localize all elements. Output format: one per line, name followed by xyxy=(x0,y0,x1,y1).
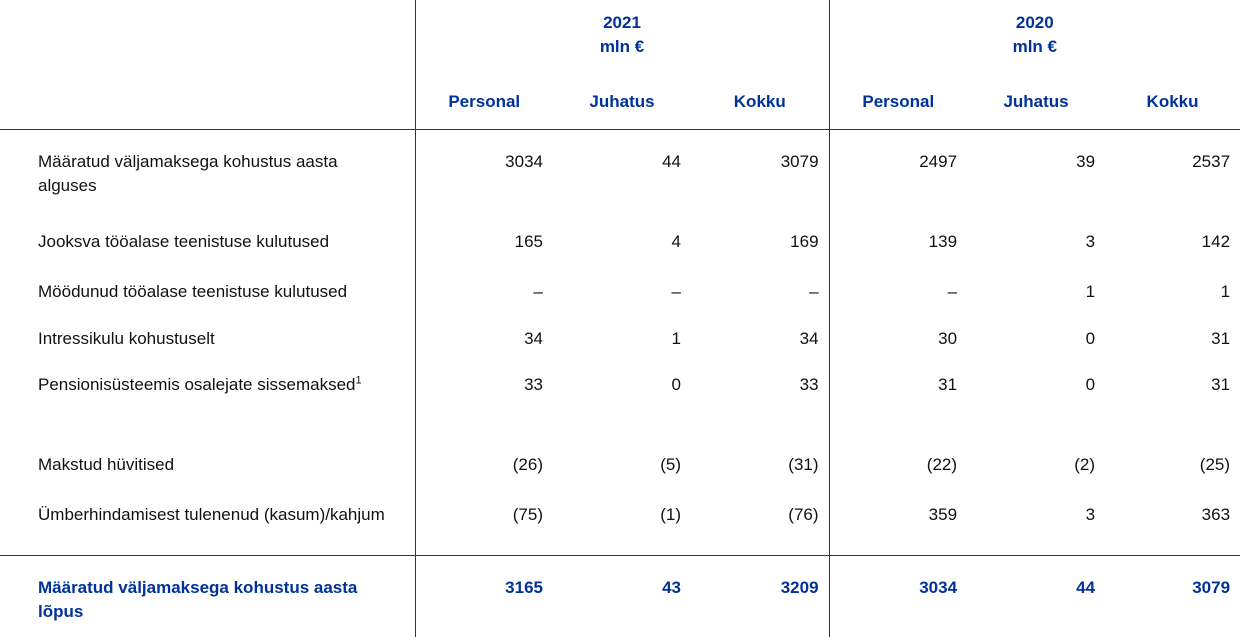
unit: mln € xyxy=(599,37,645,56)
value-cell: 0 xyxy=(671,375,681,394)
value-cell: 44 xyxy=(967,555,1106,637)
label-text: Makstud hüvitised xyxy=(38,455,175,474)
value-cell: (2) xyxy=(1074,455,1096,474)
label-text: Määratud väljamaksega kohustus aasta alg… xyxy=(38,152,338,195)
value-cell: – xyxy=(671,282,681,301)
column-header: Personal xyxy=(828,70,968,130)
column-header: Kokku xyxy=(1105,70,1240,130)
row-label: Jooksva tööalase teenistuse kulutused xyxy=(0,210,415,260)
value-cell: 43 xyxy=(553,555,691,637)
value-cell: 31 xyxy=(828,353,968,433)
year: 2020 xyxy=(1015,13,1054,32)
label-text: Määratud väljamaksega kohustus aasta lõp… xyxy=(38,578,358,621)
year-header: 2020 mln € xyxy=(828,0,1240,70)
table-row: Ümberhindamisest tulenenud (kasum)/kahju… xyxy=(0,483,1240,556)
row-label: Ümberhindamisest tulenenud (kasum)/kahju… xyxy=(0,483,415,556)
row-label: Määratud väljamaksega kohustus aasta lõp… xyxy=(0,555,415,637)
value-cell: 3034 xyxy=(828,555,968,637)
value-cell: 3034 xyxy=(414,129,553,210)
footnote-marker: 1 xyxy=(355,374,362,387)
value-cell: 169 xyxy=(790,232,819,251)
table-row: Määratud väljamaksega kohustus aasta lõp… xyxy=(0,555,1240,637)
value-cell: 3079 xyxy=(780,152,819,171)
year-header: 2021 mln € xyxy=(414,0,830,70)
corner-cell xyxy=(0,70,415,130)
row-label: Määratud väljamaksega kohustus aasta alg… xyxy=(0,130,415,211)
value-cell: (1) xyxy=(660,505,681,524)
value-cell: 1 xyxy=(1220,282,1231,301)
label-text: Pensionisüsteemis osalejate sissemaksed xyxy=(38,375,356,394)
value-cell: 0 xyxy=(1085,329,1096,348)
label-text: Möödunud tööalase teenistuse kulutused xyxy=(38,282,348,301)
row-label: Möödunud tööalase teenistuse kulutused xyxy=(0,260,415,307)
value-cell: 3079 xyxy=(1105,555,1240,637)
column-header: Juhatus xyxy=(967,70,1106,130)
value-cell: 359 xyxy=(828,483,968,556)
corner-cell xyxy=(0,0,415,70)
value-cell: 4 xyxy=(671,232,681,251)
column-header: Personal xyxy=(414,70,553,130)
table-row: Määratud väljamaksega kohustus aasta alg… xyxy=(0,129,1240,211)
value-cell: 165 xyxy=(414,210,553,260)
value-cell: (76) xyxy=(788,505,819,524)
value-cell: (25) xyxy=(1199,455,1231,474)
value-cell: 139 xyxy=(828,210,968,260)
value-cell: – xyxy=(809,282,819,301)
label-text: Intressikulu kohustuselt xyxy=(38,329,215,348)
value-cell: 0 xyxy=(1085,375,1096,394)
value-cell: 33 xyxy=(799,375,819,394)
value-cell: 39 xyxy=(1076,152,1096,171)
value-cell: 142 xyxy=(1201,232,1231,251)
value-cell: (22) xyxy=(828,433,968,483)
unit: mln € xyxy=(1012,37,1057,56)
value-cell: (26) xyxy=(414,433,553,483)
value-cell: 31 xyxy=(1211,329,1231,348)
value-cell: – xyxy=(414,260,553,307)
value-cell: 34 xyxy=(799,329,819,348)
value-cell: 34 xyxy=(414,307,553,353)
table-row: Jooksva tööalase teenistuse kulutused 165… xyxy=(0,210,1240,260)
value-cell: 30 xyxy=(828,307,968,353)
table-row: Pensionisüsteemis osalejate sissemaksed1… xyxy=(0,353,1240,433)
value-cell: (75) xyxy=(414,483,553,556)
table-row: Intressikulu kohustuselt 34 1 34 30 0 31 xyxy=(0,307,1240,353)
table-row: Makstud hüvitised (26) (5) (31) (22) (2) (25) xyxy=(0,433,1240,483)
label-text: Ümberhindamisest tulenenud (kasum)/kahju… xyxy=(38,505,385,524)
value-cell: 1 xyxy=(671,329,681,348)
year: 2021 xyxy=(603,13,641,32)
label-text: Jooksva tööalase teenistuse kulutused xyxy=(38,232,330,251)
row-label: Makstud hüvitised xyxy=(0,433,415,483)
row-label: Intressikulu kohustuselt xyxy=(0,307,415,353)
value-cell: (5) xyxy=(660,455,681,474)
value-cell: 363 xyxy=(1201,505,1231,524)
value-cell: 33 xyxy=(414,353,553,433)
value-cell: – xyxy=(828,260,968,307)
header-row: 2021 mln € 2020 mln € xyxy=(0,0,1240,70)
value-cell: 44 xyxy=(662,152,681,171)
value-cell: 1 xyxy=(1085,282,1096,301)
table-row: Möödunud tööalase teenistuse kulutused – –… xyxy=(0,260,1240,307)
column-header: Juhatus xyxy=(553,70,691,130)
header-row: Personal Juhatus Kokku Personal Juhatus Kokku xyxy=(0,70,1240,130)
value-cell: 3165 xyxy=(414,555,553,637)
value-cell: 3 xyxy=(1085,505,1096,524)
value-cell: 3209 xyxy=(691,555,830,637)
column-header: Kokku xyxy=(691,70,830,130)
value-cell: 2497 xyxy=(828,129,968,210)
value-cell: 2537 xyxy=(1192,152,1231,171)
row-label: Pensionisüsteemis osalejate sissemaksed1 xyxy=(0,353,415,433)
value-cell: (31) xyxy=(788,455,819,474)
value-cell: 31 xyxy=(1211,375,1231,394)
value-cell: 3 xyxy=(1085,232,1096,251)
